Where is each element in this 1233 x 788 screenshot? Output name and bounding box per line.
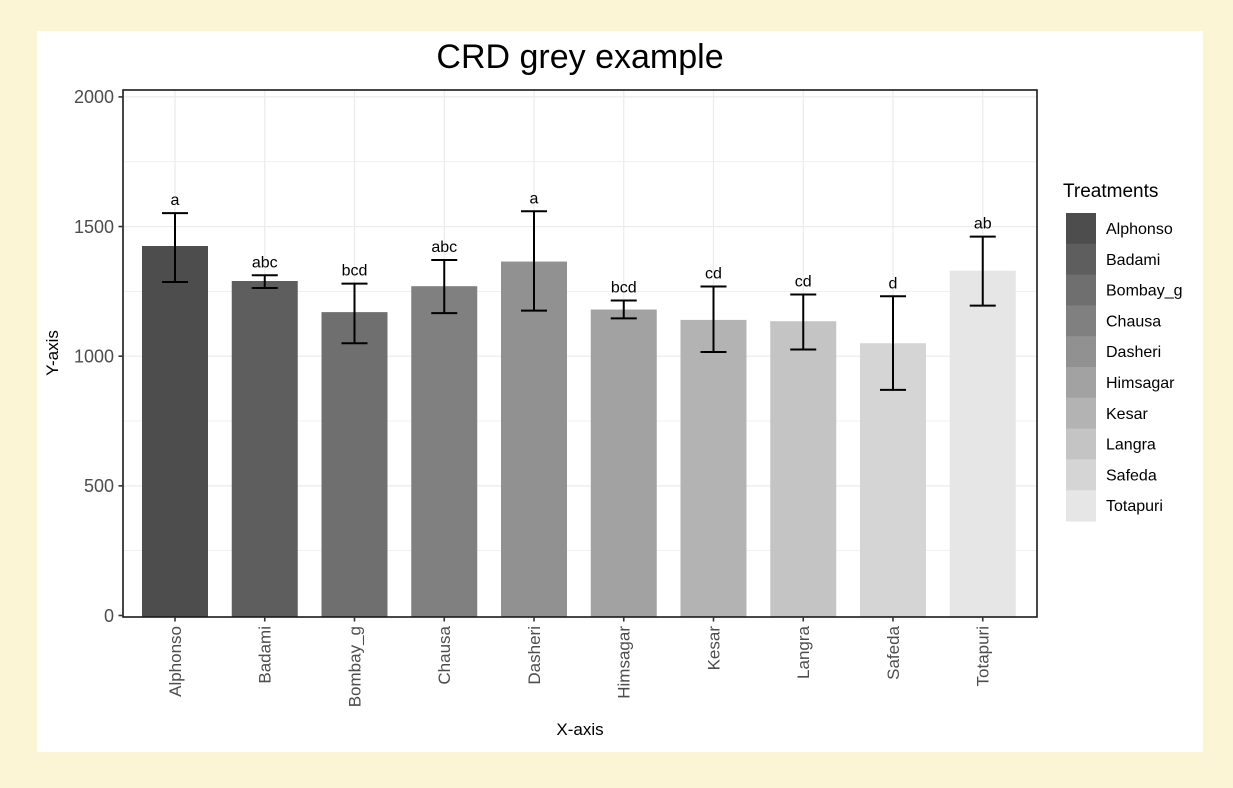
bar-kesar [680,319,747,617]
error-bars-group [162,210,996,391]
sig-letter: cd [795,273,812,290]
legend-label: Bombay_g [1106,283,1183,300]
x-tick-label: Chausa [435,625,454,684]
legend-swatch [1066,274,1096,306]
sig-letter: ab [974,216,992,233]
legend-keys: Alphonso Badami Bombay_g Chausa Dasheri Himsa… [1066,213,1183,522]
legend-label: Kesar [1106,406,1148,423]
x-tick-label: Himsagar [615,626,634,699]
bar-chausa [411,286,478,617]
sig-letters-group: a abc bcd abc a bcd cd cd d ab [171,190,992,296]
bar-totapuri [949,270,1016,617]
sig-letter: a [530,190,539,207]
x-tick-label: Langra [794,625,813,678]
legend-title: Treatments [1063,181,1158,202]
x-tick-label: Dasheri [525,626,544,685]
y-axis-ticks: 0 500 1000 1500 2000 [74,87,123,626]
legend-label: Safeda [1106,467,1157,484]
y-tick-label: 2000 [74,87,114,107]
bar-alphonso [142,245,208,617]
sig-letter: bcd [611,279,637,296]
legend-label: Totapuri [1106,498,1163,515]
legend-swatch [1066,367,1096,399]
sig-letter: cd [705,265,722,282]
x-tick-label: Badami [256,626,275,684]
sig-letter: bcd [342,263,368,280]
bar-himsagar [590,309,657,617]
x-tick-label: Bombay_g [345,626,364,707]
legend-swatch [1066,490,1096,522]
x-axis-title: X-axis [556,720,603,739]
legend-swatch [1066,213,1096,245]
bar-badami [231,281,298,617]
bar-bombay_g [321,312,388,617]
y-tick-label: 1000 [74,347,114,367]
bar-dasheri [501,261,567,617]
x-tick-label: Totapuri [974,626,993,686]
x-tick-label: Alphonso [166,626,185,697]
x-tick-label: Kesar [704,626,723,671]
sig-letter: a [171,192,180,209]
legend-label: Dasheri [1106,344,1161,361]
chart-title: CRD grey example [436,38,723,76]
legend-label: Himsagar [1106,375,1175,392]
panel-border [122,89,1038,618]
legend-label: Langra [1106,437,1156,454]
sig-letter: abc [431,239,457,256]
sig-letter: d [889,275,898,292]
legend-swatch [1066,428,1096,460]
legend-label: Chausa [1106,313,1161,330]
legend-swatch [1066,336,1096,368]
y-tick-label: 500 [84,476,114,496]
y-axis-title: Y-axis [43,330,62,376]
bars-group [142,245,1016,617]
sig-letter: abc [252,254,278,271]
legend-swatch [1066,397,1096,430]
y-tick-label: 0 [104,606,114,626]
legend-label: Badami [1106,252,1160,269]
legend-label: Alphonso [1106,221,1173,238]
bar-langra [770,321,837,617]
y-tick-label: 1500 [74,217,114,237]
legend-swatch [1066,459,1096,491]
legend-swatch [1066,243,1096,276]
x-axis-ticks: Alphonso Badami Bombay_g Chausa Dasheri Himsa… [166,617,993,707]
legend-swatch [1066,305,1096,337]
x-tick-label: Safeda [884,625,903,679]
